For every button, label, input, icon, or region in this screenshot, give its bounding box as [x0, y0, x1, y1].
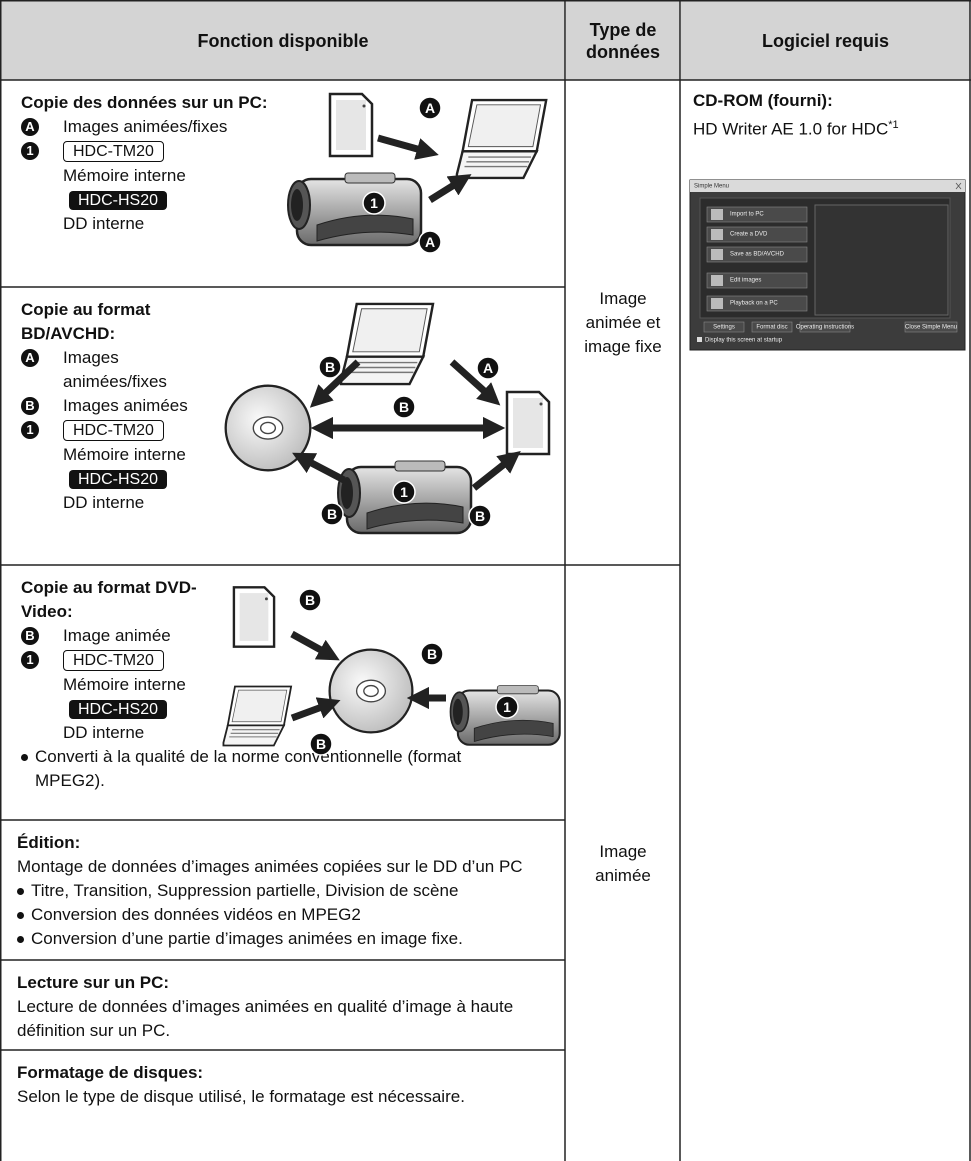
bottom-button-text: Format disc: [756, 325, 787, 331]
model-badge: HDC-HS20: [69, 470, 168, 489]
bottom-button: [703, 321, 745, 333]
marker: 1: [21, 651, 39, 669]
item: 1 HDC-TM20 Mémoire interne HDC-HS20 DD i…: [21, 139, 565, 236]
item-text: Mémoire interne: [63, 675, 186, 694]
row-title: Formatage de disques:: [17, 1063, 204, 1082]
item-text: Mémoire interne: [63, 445, 186, 464]
menu-button: [706, 226, 808, 243]
menu-icon: [711, 209, 723, 220]
model-badge: HDC-HS20: [69, 700, 168, 719]
row-title: Copie au format DVD-Video:: [21, 578, 197, 621]
bottom-button: [751, 321, 793, 333]
software-name-text: HD Writer AE 1.0 for HDC: [693, 119, 889, 139]
item-text: Image animée: [63, 626, 171, 645]
data-type: Image animée et image fixe: [566, 81, 680, 565]
software-name: HD Writer AE 1.0 for HDC*1: [693, 113, 913, 142]
item-text: Images animées: [63, 396, 188, 415]
checkbox-text: Display this screen at startup: [705, 338, 783, 344]
bullet: Titre, Transition, Suppression partielle…: [17, 879, 565, 903]
item: B Image animée: [21, 624, 565, 648]
menu-button-text: Save as BD/AVCHD: [730, 252, 785, 258]
marker: A: [21, 118, 39, 136]
data-type-text: Image animée: [595, 841, 651, 885]
item-text: Mémoire interne: [63, 166, 186, 185]
row-text: Lecture de données d’images animées en q…: [17, 997, 514, 1040]
marker: B: [21, 397, 39, 415]
bullet: Conversion des données vidéos en MPEG2: [17, 903, 565, 927]
model-badge: HDC-TM20: [63, 141, 164, 162]
menu-button: [706, 272, 808, 289]
bottom-button: [799, 321, 851, 333]
bottom-button-text: Operating instructions: [796, 325, 854, 331]
software-screenshot: Simple Menu Import to PC Create a DVD Save…: [689, 179, 966, 351]
item-text: Images animées/fixes: [63, 117, 228, 136]
row: Copie au format DVD-Video: B Image animée…: [1, 566, 565, 820]
footnote: *1: [888, 119, 899, 131]
menu-button-text: Playback on a PC: [730, 301, 778, 307]
row: Lecture sur un PC: Lecture de données d’…: [1, 961, 565, 1050]
item-text: DD interne: [63, 214, 145, 233]
item-text: Images animées/fixes: [63, 348, 167, 391]
bottom-button: [904, 321, 958, 333]
menu-icon: [711, 298, 723, 309]
row: Copie au format BD/AVCHD: A Images animée…: [1, 288, 565, 565]
marker: A: [21, 349, 39, 367]
marker: 1: [21, 421, 39, 439]
row: Formatage de disques: Selon le type de d…: [1, 1051, 565, 1161]
item: B Images animées: [21, 394, 565, 418]
item: 1 HDC-TM20 Mémoire interne HDC-HS20 DD i…: [21, 418, 565, 515]
header-data-type: Type de données: [566, 1, 680, 80]
item: 1 HDC-TM20 Mémoire interne HDC-HS20 DD i…: [21, 648, 565, 745]
window-title: Simple Menu: [694, 184, 729, 190]
row-title: Édition:: [17, 833, 81, 852]
row-text: Selon le type de disque utilisé, le form…: [17, 1087, 465, 1106]
menu-icon: [711, 249, 723, 260]
row-text: Montage de données d’images animées copi…: [17, 857, 523, 876]
item-text: DD interne: [63, 493, 145, 512]
bullet: Conversion d’une partie d’images animées…: [17, 927, 565, 951]
row-title: Lecture sur un PC:: [17, 973, 170, 992]
data-type: Image animée: [566, 566, 680, 1161]
row: Édition: Montage de données d’images ani…: [1, 821, 565, 960]
item: A Images animées/fixes: [21, 115, 565, 139]
menu-icon: [711, 275, 723, 286]
bottom-button-text: Settings: [713, 325, 735, 331]
menu-button: [706, 206, 808, 223]
software: CD-ROM (fourni): HD Writer AE 1.0 for HD…: [693, 89, 963, 142]
header-function: Fonction disponible: [1, 1, 565, 80]
menu-button-text: Import to PC: [730, 212, 764, 218]
item-text: DD interne: [63, 723, 145, 742]
model-badge: HDC-HS20: [69, 191, 168, 210]
menu-button-text: Edit images: [730, 278, 761, 284]
row-title: Copie des données sur un PC:: [21, 93, 268, 112]
marker: B: [21, 627, 39, 645]
menu-icon: [711, 229, 723, 240]
menu-button-text: Create a DVD: [730, 232, 768, 238]
checkbox: [697, 337, 702, 342]
data-type-text: Image animée et image fixe: [584, 289, 662, 356]
model-badge: HDC-TM20: [63, 650, 164, 671]
software-title: CD-ROM (fourni):: [693, 91, 833, 110]
bullet: Converti à la qualité de la norme conven…: [21, 745, 475, 793]
row: Copie des données sur un PC: A Images ani…: [1, 81, 565, 287]
model-badge: HDC-TM20: [63, 420, 164, 441]
bottom-button-text: Close Simple Menu: [905, 325, 957, 331]
row-title: Copie au format BD/AVCHD:: [21, 300, 151, 343]
menu-button: [706, 295, 808, 312]
header-software: Logiciel requis: [681, 1, 970, 80]
menu-button: [706, 246, 808, 263]
item: A Images animées/fixes: [21, 346, 173, 394]
marker: 1: [21, 142, 39, 160]
